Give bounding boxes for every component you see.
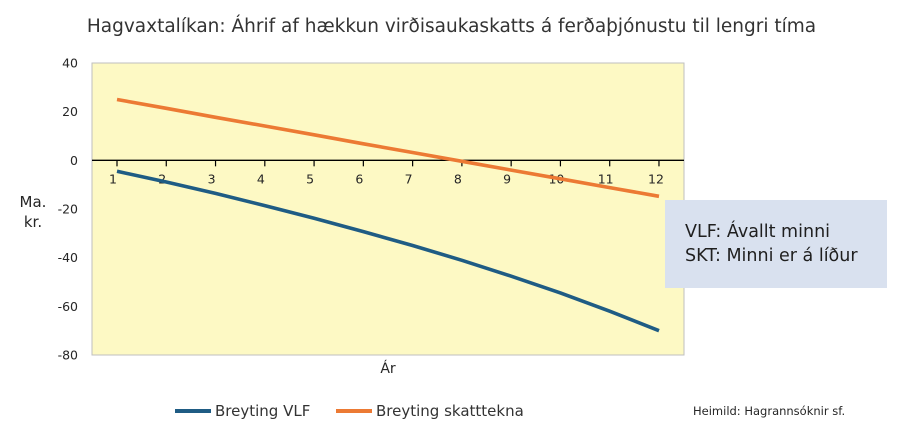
y-axis-label: Ma. kr. (10, 192, 56, 232)
y-tick-label: -80 (58, 348, 78, 363)
legend-swatch-skatttekna (336, 409, 372, 413)
legend-label-skatttekna: Breyting skatttekna (376, 402, 524, 420)
y-tick-label: 40 (62, 56, 78, 71)
y-axis-label-line: kr. (23, 213, 43, 231)
legend-item-vlf: Breyting VLF (175, 402, 310, 420)
x-tick-label: 4 (257, 171, 265, 186)
y-tick-label: -40 (58, 250, 78, 265)
annotation-box: VLF: Ávallt minni SKT: Minni er á líður (665, 200, 887, 288)
x-tick-label: 1 (109, 171, 117, 186)
x-tick-label: 11 (598, 171, 614, 186)
series-line-vlf (116, 169, 660, 333)
annotation-line-vlf: VLF: Ávallt minni (685, 222, 831, 242)
legend-item-skatttekna: Breyting skatttekna (336, 402, 524, 420)
legend-label-vlf: Breyting VLF (215, 402, 311, 420)
source-note: Heimild: Hagrannsóknir sf. (693, 404, 846, 418)
x-tick-label: 7 (405, 171, 413, 186)
y-axis-label-line: Ma. (19, 193, 47, 211)
series-line-skatttekna (116, 97, 660, 199)
y-tick-label: -60 (58, 299, 78, 314)
chart-title: Hagvaxtalíkan: Áhrif af hækkun virðisauk… (86, 16, 817, 37)
x-tick-label: 3 (208, 171, 216, 186)
plot-background (91, 62, 685, 356)
annotation-line-skt: SKT: Minni er á líður (685, 246, 858, 266)
x-tick-label: 6 (355, 171, 363, 186)
x-tick-label: 12 (648, 171, 664, 186)
y-tick-label: 20 (62, 104, 78, 119)
y-tick-label: -20 (58, 202, 78, 217)
x-tick-label: 2 (158, 171, 166, 186)
legend-swatch-vlf (175, 409, 211, 413)
y-tick-label: 0 (70, 153, 78, 168)
x-tick-label: 9 (503, 171, 511, 186)
x-tick-label: 8 (454, 171, 462, 186)
x-tick-label: 5 (306, 171, 314, 186)
x-axis-label: Ár (380, 360, 396, 377)
